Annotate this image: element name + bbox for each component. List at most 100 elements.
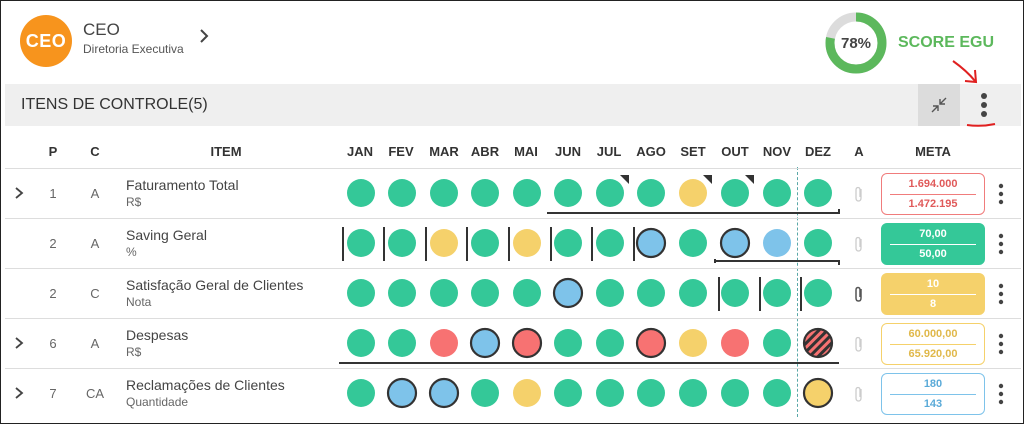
month-status-yellow[interactable] bbox=[802, 377, 834, 409]
month-status-yellow[interactable] bbox=[513, 379, 541, 407]
month-status-red[interactable] bbox=[430, 329, 458, 357]
month-status-blue[interactable] bbox=[719, 227, 751, 259]
item-name[interactable]: Despesas bbox=[126, 327, 189, 343]
month-status-green[interactable] bbox=[637, 379, 665, 407]
org-unit-title[interactable]: CEO bbox=[83, 20, 120, 39]
month-status-hatched[interactable] bbox=[802, 327, 834, 359]
item-name[interactable]: Saving Geral bbox=[126, 227, 207, 243]
item-name[interactable]: Reclamações de Clientes bbox=[126, 377, 285, 393]
month-status-green[interactable] bbox=[637, 279, 665, 307]
month-status-green[interactable] bbox=[763, 329, 791, 357]
item-unit: Nota bbox=[126, 295, 152, 309]
month-status-green[interactable] bbox=[347, 329, 375, 357]
meta-values[interactable]: 60.000,00 65.920,00 bbox=[881, 323, 985, 365]
item-name[interactable]: Satisfação Geral de Clientes bbox=[126, 277, 304, 293]
month-status-green[interactable] bbox=[347, 229, 375, 257]
month-status-yellow[interactable] bbox=[430, 229, 458, 257]
attachment-icon[interactable] bbox=[852, 235, 866, 253]
more-vertical-icon[interactable] bbox=[995, 382, 1007, 406]
month-status-green[interactable] bbox=[679, 379, 707, 407]
month-status-green[interactable] bbox=[679, 229, 707, 257]
month-status-green[interactable] bbox=[721, 279, 749, 307]
month-status-green[interactable] bbox=[763, 379, 791, 407]
month-status-red[interactable] bbox=[511, 327, 543, 359]
month-status-green[interactable] bbox=[554, 329, 582, 357]
month-status-green[interactable] bbox=[347, 379, 375, 407]
table-row[interactable]: 6 A Despesas R$ 60.000,00 65.920,00 bbox=[5, 318, 1021, 368]
more-vertical-icon[interactable] bbox=[995, 332, 1007, 356]
month-status-blue[interactable] bbox=[552, 277, 584, 309]
month-status-blue[interactable] bbox=[469, 327, 501, 359]
more-vertical-icon[interactable] bbox=[995, 182, 1007, 206]
month-status-green[interactable] bbox=[804, 229, 832, 257]
table-row[interactable]: 1 A Faturamento Total R$ 1.694.000 1.472.… bbox=[5, 168, 1021, 218]
month-status-yellow[interactable] bbox=[679, 179, 707, 207]
month-status-green[interactable] bbox=[388, 229, 416, 257]
attachment-icon[interactable] bbox=[852, 385, 866, 403]
month-status-green[interactable] bbox=[388, 279, 416, 307]
month-status-yellow[interactable] bbox=[513, 229, 541, 257]
month-status-green[interactable] bbox=[430, 279, 458, 307]
attachment-icon[interactable] bbox=[852, 185, 866, 203]
month-status-green[interactable] bbox=[513, 179, 541, 207]
attachment-icon[interactable] bbox=[852, 285, 866, 303]
month-status-green[interactable] bbox=[388, 179, 416, 207]
month-status-blue[interactable] bbox=[386, 377, 418, 409]
month-status-green[interactable] bbox=[679, 279, 707, 307]
meta-values[interactable]: 70,00 50,00 bbox=[881, 223, 985, 265]
meta-values[interactable]: 10 8 bbox=[881, 273, 985, 315]
table-row[interactable]: 2 C Satisfação Geral de Clientes Nota 10… bbox=[5, 268, 1021, 318]
month-status-marks bbox=[347, 377, 834, 409]
section-menu-button[interactable] bbox=[963, 84, 1005, 126]
month-status-blue[interactable] bbox=[428, 377, 460, 409]
item-name[interactable]: Faturamento Total bbox=[126, 177, 239, 193]
month-status-green[interactable] bbox=[721, 379, 749, 407]
expand-row-icon[interactable] bbox=[13, 336, 25, 350]
month-status-red[interactable] bbox=[721, 329, 749, 357]
attachment-icon[interactable] bbox=[852, 335, 866, 353]
more-vertical-icon[interactable] bbox=[995, 232, 1007, 256]
month-status-green[interactable] bbox=[347, 279, 375, 307]
more-vertical-icon[interactable] bbox=[995, 282, 1007, 306]
meta-target: 1.694.000 bbox=[908, 177, 958, 190]
month-status-green[interactable] bbox=[804, 179, 832, 207]
meta-target: 60.000,00 bbox=[908, 327, 958, 340]
item-unit: R$ bbox=[126, 345, 142, 359]
month-status-green[interactable] bbox=[596, 279, 624, 307]
month-status-green[interactable] bbox=[554, 179, 582, 207]
month-status-green[interactable] bbox=[554, 379, 582, 407]
month-status-green[interactable] bbox=[721, 179, 749, 207]
month-status-green[interactable] bbox=[596, 179, 624, 207]
item-unit: Quantidade bbox=[126, 395, 189, 409]
table-row[interactable]: 2 A Saving Geral % 70,00 50,00 bbox=[5, 218, 1021, 268]
month-status-red[interactable] bbox=[635, 327, 667, 359]
month-status-green[interactable] bbox=[637, 179, 665, 207]
table-row[interactable]: 7 CA Reclamações de Clientes Quantidade … bbox=[5, 368, 1021, 418]
month-status-green[interactable] bbox=[554, 229, 582, 257]
note-flag-icon bbox=[703, 175, 712, 184]
month-status-green[interactable] bbox=[763, 179, 791, 207]
month-status-yellow[interactable] bbox=[679, 329, 707, 357]
month-status-green[interactable] bbox=[471, 179, 499, 207]
month-status-green[interactable] bbox=[471, 379, 499, 407]
month-status-green[interactable] bbox=[430, 179, 458, 207]
month-status-green[interactable] bbox=[471, 279, 499, 307]
month-status-green[interactable] bbox=[388, 329, 416, 357]
month-status-green[interactable] bbox=[471, 229, 499, 257]
month-status-blue[interactable] bbox=[635, 227, 667, 259]
month-status-green[interactable] bbox=[763, 279, 791, 307]
month-status-green[interactable] bbox=[596, 379, 624, 407]
collapse-button[interactable] bbox=[918, 84, 960, 126]
expand-row-icon[interactable] bbox=[13, 386, 25, 400]
month-status-blue[interactable] bbox=[763, 229, 791, 257]
meta-values[interactable]: 180 143 bbox=[881, 373, 985, 415]
month-status-green[interactable] bbox=[513, 279, 541, 307]
expand-row-icon[interactable] bbox=[13, 186, 25, 200]
month-status-green[interactable] bbox=[347, 179, 375, 207]
column-header-month: SET bbox=[680, 144, 706, 159]
month-status-green[interactable] bbox=[596, 229, 624, 257]
meta-values[interactable]: 1.694.000 1.472.195 bbox=[881, 173, 985, 215]
month-status-green[interactable] bbox=[596, 329, 624, 357]
chevron-right-icon[interactable] bbox=[197, 28, 211, 44]
month-status-green[interactable] bbox=[804, 279, 832, 307]
